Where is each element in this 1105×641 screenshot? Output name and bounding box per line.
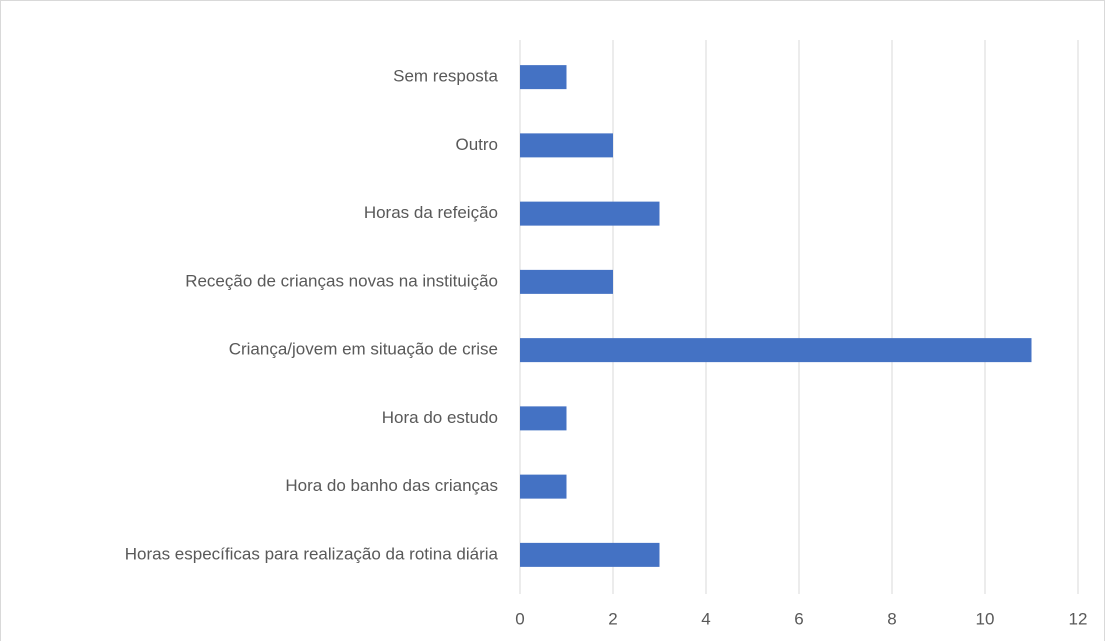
bar [520,338,1032,363]
x-tick-label: 8 [887,609,896,628]
y-tick-label: Hora do estudo [382,408,498,427]
bar [520,542,660,567]
x-tick-label: 6 [794,609,803,628]
bar [520,201,660,226]
y-tick-label: Receção de crianças novas na instituição [185,271,498,290]
y-tick-label: Horas específicas para realização da rot… [125,544,499,563]
bar [520,474,567,499]
x-tick-label: 0 [515,609,524,628]
x-tick-label: 2 [608,609,617,628]
bar [520,65,567,90]
x-tick-label: 4 [701,609,710,628]
bar [520,133,613,158]
y-tick-label: Hora do banho das crianças [285,476,498,495]
y-tick-label: Horas da refeição [364,203,498,222]
bar [520,406,567,431]
x-tick-label: 10 [976,609,995,628]
bar [520,269,613,294]
y-tick-label: Outro [455,135,498,154]
x-tick-label: 12 [1069,609,1088,628]
y-tick-label: Sem resposta [393,67,498,86]
y-tick-label: Criança/jovem em situação de crise [229,340,498,359]
